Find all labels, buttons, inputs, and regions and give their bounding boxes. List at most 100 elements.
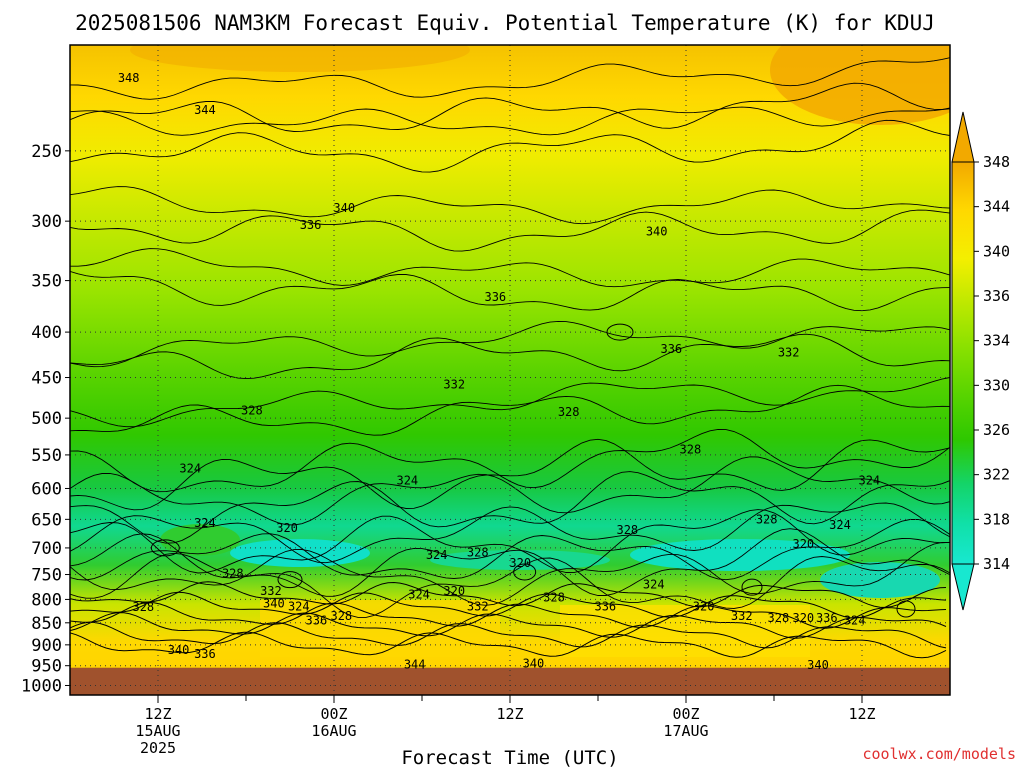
contour-label: 328 [467, 545, 489, 559]
contour-label: 324 [396, 474, 418, 488]
contour-label: 328 [616, 523, 638, 537]
contour-label: 336 [300, 218, 322, 232]
contour-label: 332 [443, 377, 465, 391]
contour-label: 336 [194, 647, 216, 661]
x-tick-label: 12Z [144, 705, 171, 723]
x-tick-label: 2025 [140, 739, 176, 757]
contour-line [70, 106, 950, 136]
colorbar-label: 340 [983, 242, 1010, 260]
warm-aloft-patch [130, 45, 470, 72]
colorbar-label: 322 [983, 466, 1010, 484]
y-tick-label: 300 [31, 212, 62, 232]
contour-closed [277, 571, 303, 589]
contour-line [70, 509, 950, 574]
contour-label: 340 [263, 596, 285, 610]
y-tick-label: 650 [31, 510, 62, 530]
contour-label: 336 [484, 290, 506, 304]
colorbar-label: 348 [983, 153, 1010, 171]
contour-label: 328 [558, 405, 580, 419]
warm-aloft-patch [770, 45, 950, 125]
x-tick-label: 15AUG [135, 722, 180, 740]
contour-line [70, 428, 950, 493]
contour-line [70, 456, 950, 526]
x-tick-label: 00Z [320, 705, 347, 723]
colorbar-top-arrow [951, 111, 975, 163]
contour-line [70, 471, 950, 544]
contour-label: 332 [467, 600, 489, 614]
contour-label: 320 [792, 537, 814, 551]
contour-closed [150, 539, 180, 557]
contour-label: 332 [260, 584, 282, 598]
contour-label: 320 [276, 521, 298, 535]
contour-line [70, 631, 947, 659]
colorbar-body [951, 161, 975, 565]
contour-line [70, 248, 950, 288]
contour-label: 324 [643, 578, 665, 592]
contour-label: 328 [330, 609, 352, 623]
contour-line [70, 612, 947, 639]
contour-label: 344 [194, 103, 216, 117]
y-tick-label: 950 [31, 657, 62, 677]
low-theta-band [630, 539, 850, 571]
contour-label: 328 [543, 590, 565, 604]
colorbar-label: 334 [983, 332, 1010, 350]
contour-label: 328 [241, 403, 263, 417]
contour-line [70, 270, 950, 312]
y-tick-label: 850 [31, 614, 62, 634]
contour-line [70, 209, 950, 252]
contour-label: 324 [408, 588, 430, 602]
colorbar-label: 326 [983, 421, 1010, 439]
x-tick-label: 00Z [672, 705, 699, 723]
contour-label: 324 [829, 518, 851, 532]
contour-label: 340 [807, 658, 829, 672]
contour-line [70, 541, 950, 606]
low-theta-band [230, 539, 370, 567]
contour-line [70, 333, 950, 380]
contour-label: 336 [306, 614, 328, 628]
contour-line [70, 602, 947, 629]
contour-label: 320 [443, 584, 465, 598]
contour-closed [606, 323, 634, 341]
contour-label: 328 [768, 611, 790, 625]
contour-label: 340 [523, 657, 545, 671]
x-tick-label: 17AUG [663, 722, 708, 740]
contour-label: 340 [646, 224, 668, 238]
contour-label: 348 [118, 71, 140, 85]
contour-label: 328 [756, 512, 778, 526]
contour-line [70, 119, 950, 173]
contour-closed [513, 563, 537, 581]
x-tick-label: 16AUG [311, 722, 356, 740]
contour-label: 324 [858, 474, 880, 488]
low-theta-band [430, 550, 610, 570]
contour-label: 320 [509, 556, 531, 570]
colorbar-label: 314 [983, 555, 1010, 573]
contour-line [70, 502, 950, 564]
contour-label: 332 [778, 346, 800, 360]
contour-label: 332 [731, 609, 753, 623]
y-tick-label: 1000 [21, 676, 62, 696]
y-tick-label: 450 [31, 369, 62, 389]
y-tick-label: 550 [31, 446, 62, 466]
y-tick-label: 250 [31, 142, 62, 162]
watermark: coolwx.com/models [862, 745, 1016, 763]
y-tick-label: 700 [31, 539, 62, 559]
y-tick-label: 500 [31, 409, 62, 429]
contour-label: 336 [816, 611, 838, 625]
contour-label: 324 [426, 548, 448, 562]
contour-closed [741, 578, 763, 596]
colorbar: 348 344 340 336 334 330 326 322 318 314 [951, 111, 1010, 611]
contour-label: 336 [594, 600, 616, 614]
contour-line [70, 621, 947, 649]
x-axis-label: Forecast Time (UTC) [401, 747, 618, 768]
contour-line [70, 591, 947, 619]
x-tick-label: 12Z [496, 705, 523, 723]
chart-title: 2025081506 NAM3KM Forecast Equiv. Potent… [75, 11, 935, 35]
contour-label: 344 [404, 657, 426, 671]
contour-label: 328 [132, 600, 154, 614]
contour-label: 324 [194, 516, 216, 530]
contour-label: 320 [693, 600, 715, 614]
y-tick-label: 800 [31, 590, 62, 610]
colorbar-label: 318 [983, 510, 1010, 528]
colorbar-label: 344 [983, 198, 1010, 216]
contour-label: 324 [844, 614, 866, 628]
